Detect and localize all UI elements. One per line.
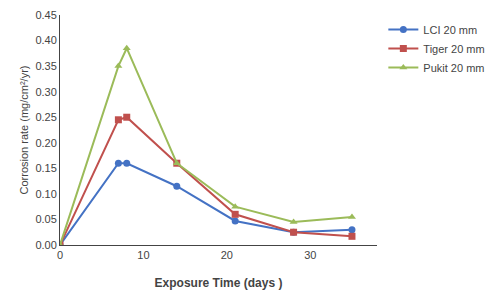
svg-text:0.45: 0.45 (35, 9, 56, 21)
svg-text:30: 30 (304, 249, 316, 261)
svg-text:0.00: 0.00 (35, 239, 56, 251)
svg-text:Tiger 20 mm: Tiger 20 mm (423, 43, 484, 55)
svg-text:10: 10 (137, 249, 149, 261)
svg-text:Corrosion rate (mg/cm²/yr): Corrosion rate (mg/cm²/yr) (18, 66, 30, 195)
svg-text:Pukit 20 mm: Pukit 20 mm (423, 62, 484, 74)
svg-text:0.25: 0.25 (35, 111, 56, 123)
svg-text:0.30: 0.30 (35, 86, 56, 98)
svg-text:0.15: 0.15 (35, 162, 56, 174)
svg-text:0.20: 0.20 (35, 137, 56, 149)
svg-text:0: 0 (57, 249, 63, 261)
svg-text:Exposure Time (days ): Exposure Time (days ) (155, 276, 283, 290)
svg-text:20: 20 (221, 249, 233, 261)
svg-text:LCI 20 mm: LCI 20 mm (423, 24, 477, 36)
svg-text:0.35: 0.35 (35, 60, 56, 72)
svg-text:0.05: 0.05 (35, 213, 56, 225)
svg-text:0.10: 0.10 (35, 188, 56, 200)
svg-text:0.40: 0.40 (35, 34, 56, 46)
